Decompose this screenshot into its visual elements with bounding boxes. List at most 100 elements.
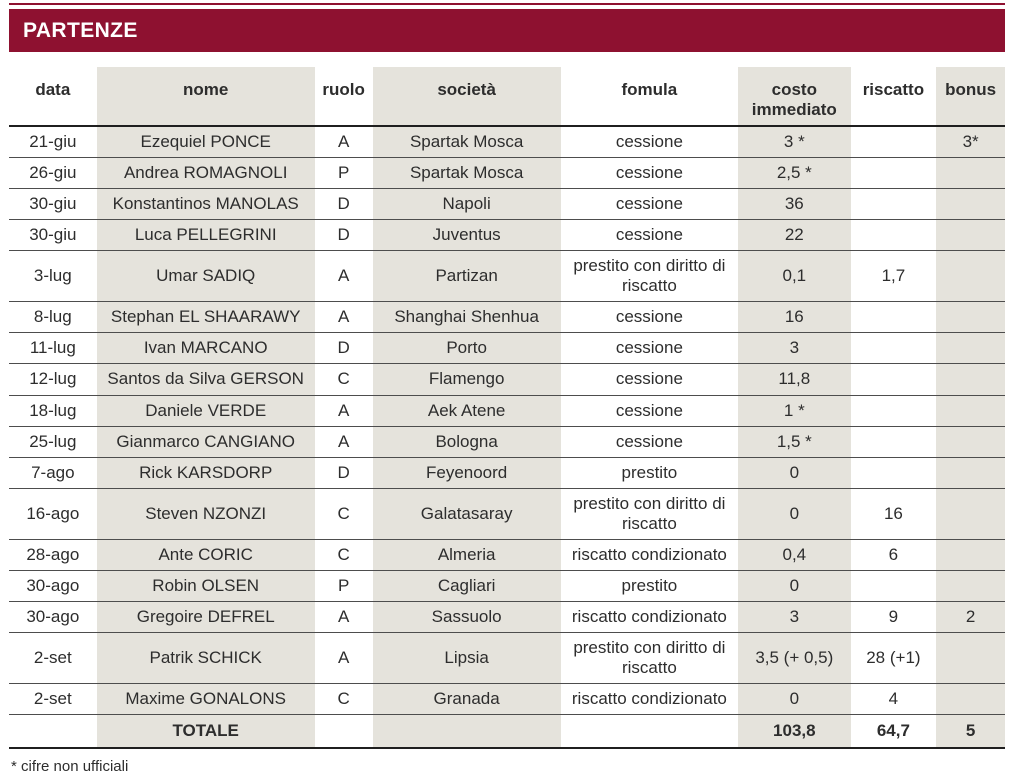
- cell-societa: Sassuolo: [372, 601, 561, 633]
- table-row: 21-giu Ezequiel PONCE A Spartak Mosca ce…: [9, 126, 1005, 159]
- header-row: data nome ruolo società fomula costo imm…: [9, 67, 1005, 128]
- cell-fomula: cessione: [560, 219, 739, 252]
- cell-bonus: [936, 457, 1005, 489]
- cell-ruolo: A: [314, 126, 373, 159]
- cell-bonus: 2: [936, 601, 1005, 633]
- cell-riscatto: [850, 219, 937, 252]
- cell-costo-immediato: 11,8: [738, 363, 851, 396]
- cell-riscatto: [850, 301, 937, 334]
- cell-costo-immediato: 2,5 *: [738, 157, 851, 190]
- cell-data: 2-set: [9, 632, 97, 684]
- cell-costo-immediato: 3 *: [738, 126, 851, 159]
- table-row: 18-lug Daniele VERDE A Aek Atene cession…: [9, 395, 1005, 427]
- cell-nome: Maxime GONALONS: [96, 683, 315, 716]
- column-header-societa: società: [372, 67, 561, 128]
- cell-nome: Patrik SCHICK: [96, 632, 315, 684]
- cell-data: 30-giu: [9, 188, 97, 221]
- cell-societa: Almeria: [372, 539, 561, 571]
- cell-nome: Stephan EL SHAARAWY: [96, 301, 315, 334]
- table-row: 11-lug Ivan MARCANO D Porto cessione 3: [9, 332, 1005, 365]
- cell-societa: Cagliari: [372, 570, 561, 602]
- cell-nome: Ivan MARCANO: [96, 332, 315, 365]
- cell-nome: Rick KARSDORP: [96, 457, 315, 489]
- table-row: 12-lug Santos da Silva GERSON C Flamengo…: [9, 363, 1005, 396]
- column-header-nome: nome: [96, 67, 315, 128]
- cell-fomula: prestito con diritto di riscatto: [560, 488, 739, 540]
- cell-fomula: cessione: [560, 157, 739, 190]
- cell-costo-immediato: 103,8: [738, 714, 851, 749]
- cell-data: 25-lug: [9, 426, 97, 458]
- cell-bonus: [936, 219, 1005, 252]
- cell-costo-immediato: 3: [738, 601, 851, 633]
- cell-societa: Feyenoord: [372, 457, 561, 489]
- cell-riscatto: [850, 157, 937, 190]
- table-row: 7-ago Rick KARSDORP D Feyenoord prestito…: [9, 457, 1005, 489]
- cell-bonus: [936, 301, 1005, 334]
- cell-data: 2-set: [9, 683, 97, 716]
- cell-bonus: [936, 683, 1005, 716]
- footnote: * cifre non ufficiali: [11, 757, 129, 775]
- cell-costo-immediato: 1,5 *: [738, 426, 851, 458]
- cell-fomula: riscatto condizionato: [560, 601, 739, 633]
- cell-riscatto: [850, 457, 937, 489]
- cell-bonus: [936, 363, 1005, 396]
- cell-fomula: riscatto condizionato: [560, 683, 739, 716]
- cell-nome: Konstantinos MANOLAS: [96, 188, 315, 221]
- cell-data: 30-giu: [9, 219, 97, 252]
- cell-bonus: [936, 539, 1005, 571]
- cell-costo-immediato: 36: [738, 188, 851, 221]
- column-header-fomula: fomula: [560, 67, 739, 128]
- cell-data: 3-lug: [9, 250, 97, 303]
- cell-nome: Luca PELLEGRINI: [96, 219, 315, 252]
- cell-bonus: 3*: [936, 126, 1005, 159]
- cell-ruolo: P: [314, 570, 373, 602]
- cell-fomula: cessione: [560, 188, 739, 221]
- cell-data: 30-ago: [9, 601, 97, 633]
- cell-data: 16-ago: [9, 488, 97, 540]
- cell-fomula: cessione: [560, 426, 739, 458]
- cell-ruolo: A: [314, 632, 373, 684]
- cell-fomula: [560, 714, 739, 749]
- table-row: 8-lug Stephan EL SHAARAWY A Shanghai She…: [9, 301, 1005, 334]
- cell-riscatto: 6: [850, 539, 937, 571]
- cell-nome: Steven NZONZI: [96, 488, 315, 540]
- table-row: 30-giu Konstantinos MANOLAS D Napoli ces…: [9, 188, 1005, 221]
- table-row: 2-set Maxime GONALONS C Granada riscatto…: [9, 683, 1005, 716]
- column-header-bonus: bonus: [936, 67, 1005, 128]
- cell-riscatto: [850, 426, 937, 458]
- cell-ruolo: D: [314, 457, 373, 489]
- cell-costo-immediato: 1 *: [738, 395, 851, 427]
- cell-societa: Granada: [372, 683, 561, 716]
- cell-fomula: prestito: [560, 570, 739, 602]
- transfers-table: data nome ruolo società fomula costo imm…: [9, 67, 1005, 749]
- cell-fomula: cessione: [560, 395, 739, 427]
- table-row: 16-ago Steven NZONZI C Galatasaray prest…: [9, 488, 1005, 540]
- page-title: PARTENZE: [23, 18, 138, 42]
- cell-bonus: [936, 395, 1005, 427]
- cell-data: 12-lug: [9, 363, 97, 396]
- table-row: 26-giu Andrea ROMAGNOLI P Spartak Mosca …: [9, 157, 1005, 190]
- cell-ruolo: C: [314, 683, 373, 716]
- cell-ruolo: C: [314, 363, 373, 396]
- cell-data: 18-lug: [9, 395, 97, 427]
- cell-riscatto: [850, 332, 937, 365]
- total-row: TOTALE 103,8 64,7 5: [9, 714, 1005, 749]
- cell-riscatto: [850, 188, 937, 221]
- cell-societa: [372, 714, 561, 749]
- cell-costo-immediato: 0: [738, 570, 851, 602]
- cell-riscatto: 9: [850, 601, 937, 633]
- cell-fomula: riscatto condizionato: [560, 539, 739, 571]
- cell-societa: Partizan: [372, 250, 561, 303]
- title-bar: PARTENZE: [9, 9, 1005, 52]
- cell-societa: Shanghai Shenhua: [372, 301, 561, 334]
- cell-societa: Spartak Mosca: [372, 126, 561, 159]
- cell-data: 26-giu: [9, 157, 97, 190]
- cell-ruolo: C: [314, 539, 373, 571]
- cell-riscatto: [850, 126, 937, 159]
- cell-ruolo: C: [314, 488, 373, 540]
- cell-bonus: [936, 570, 1005, 602]
- cell-ruolo: P: [314, 157, 373, 190]
- cell-costo-immediato: 3: [738, 332, 851, 365]
- cell-riscatto: 1,7: [850, 250, 937, 303]
